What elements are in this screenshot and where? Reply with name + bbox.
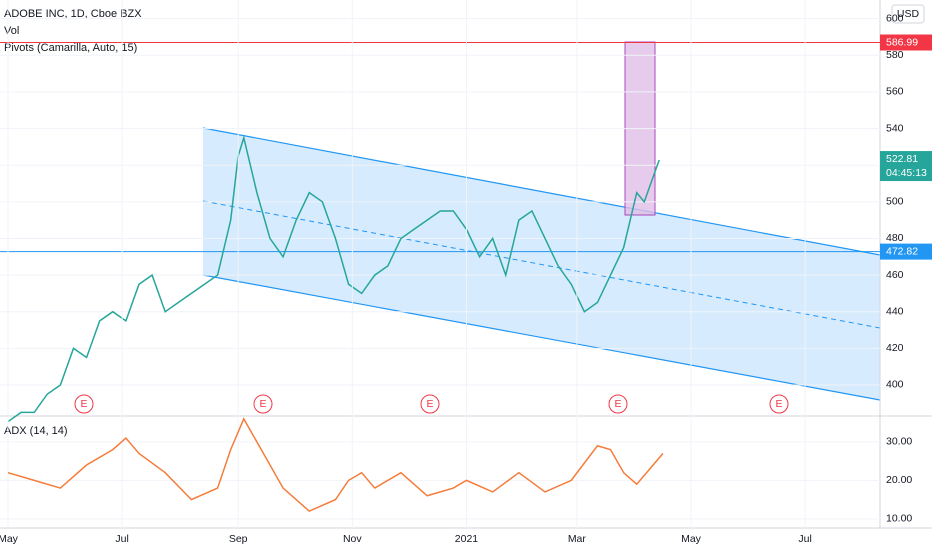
earnings-label: E	[80, 398, 87, 410]
countdown: 04:45:13	[886, 167, 927, 179]
y-tick-label: 600	[886, 12, 904, 24]
series-line	[7, 417, 664, 513]
earnings-label: E	[775, 398, 782, 410]
currency[interactable]: USD	[897, 8, 920, 20]
y-tick-label: 560	[886, 86, 904, 98]
y-tick-label: 10.00	[886, 513, 912, 525]
y-tick-label: 500	[886, 196, 904, 208]
y-tick-label: 420	[886, 342, 904, 354]
earnings-label: E	[259, 398, 266, 410]
earnings-marker	[253, 394, 273, 414]
x-tick-label: Nov	[343, 533, 362, 545]
currency-box[interactable]	[891, 4, 925, 24]
x-tick-label: May	[681, 533, 702, 545]
y-tick-label: 440	[886, 305, 904, 317]
earnings-marker	[769, 394, 789, 414]
earnings-marker	[74, 394, 94, 414]
y-tick-label: 20.00	[886, 474, 912, 486]
price-label-box	[880, 243, 932, 260]
earnings-marker	[420, 394, 440, 414]
earnings-label: E	[614, 398, 621, 410]
y-tick-label: 580	[886, 49, 904, 61]
earnings-marker	[608, 394, 628, 414]
y-tick-label: 480	[886, 232, 904, 244]
channel-bottom	[202, 274, 881, 401]
price-label: 472.82	[886, 245, 918, 257]
pivots-label: Pivots (Camarilla, Auto, 15)	[4, 42, 137, 54]
x-tick-label: May	[0, 533, 19, 545]
adx-label: ADX (14, 14)	[4, 425, 68, 437]
price-label: 586.99	[886, 36, 918, 48]
channel-top	[202, 127, 881, 256]
last-price-box	[880, 151, 932, 182]
x-tick-label: Jul	[798, 533, 811, 545]
series-line	[7, 134, 660, 423]
y-tick-label: 30.00	[886, 436, 912, 448]
y-tick-label: 400	[886, 379, 904, 391]
x-tick-label: Mar	[568, 533, 587, 545]
x-tick-label: Jul	[115, 533, 128, 545]
x-tick-label: 2021	[455, 533, 479, 545]
y-tick-label: 540	[886, 122, 904, 134]
price-label-box	[880, 34, 932, 51]
volume-label: Vol	[4, 25, 19, 37]
chart-title: ADOBE INC, 1D, Cboe BZX	[4, 8, 142, 20]
y-tick-label: 460	[886, 269, 904, 281]
last-price: 522.81	[886, 153, 918, 165]
x-tick-label: Sep	[229, 533, 248, 545]
earnings-label: E	[426, 398, 433, 410]
channel-mid	[202, 200, 881, 329]
